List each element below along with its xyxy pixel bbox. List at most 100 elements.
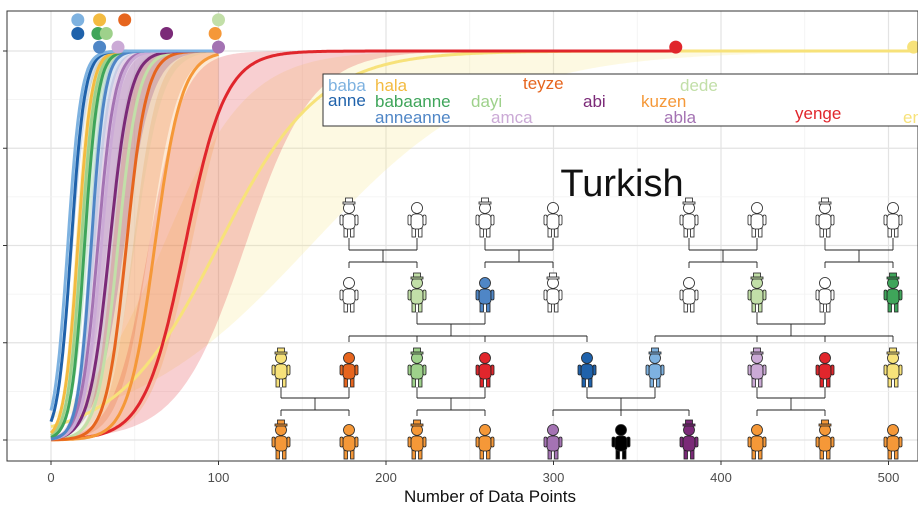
person-head bbox=[887, 202, 899, 214]
person-hat-top bbox=[821, 419, 829, 425]
person-arm bbox=[830, 436, 835, 448]
person-arm bbox=[543, 289, 548, 301]
person-arm bbox=[543, 214, 548, 226]
person-body bbox=[342, 363, 356, 380]
band-enişte bbox=[51, 51, 914, 419]
person-grandparents-8 bbox=[883, 272, 903, 313]
person-arm bbox=[271, 364, 276, 376]
person-arm bbox=[422, 289, 427, 301]
person-body bbox=[410, 363, 424, 380]
person-arm bbox=[883, 289, 888, 301]
person-body bbox=[818, 213, 832, 230]
person-head bbox=[819, 277, 831, 289]
person-arm bbox=[490, 364, 495, 376]
person-body bbox=[478, 213, 492, 230]
person-grandparents-1 bbox=[339, 277, 359, 313]
person-children-2 bbox=[339, 424, 359, 460]
person-arm bbox=[830, 289, 835, 301]
person-arm bbox=[490, 289, 495, 301]
person-body bbox=[750, 288, 764, 305]
band-kuzen bbox=[51, 51, 219, 440]
person-body bbox=[410, 288, 424, 305]
person-arm bbox=[830, 364, 835, 376]
person-arm bbox=[679, 289, 684, 301]
x-tick-label: 300 bbox=[543, 470, 565, 485]
person-children-7 bbox=[679, 419, 699, 460]
person-arm bbox=[422, 436, 427, 448]
person-body bbox=[478, 435, 492, 452]
person-arm bbox=[475, 436, 480, 448]
person-great-grandparents-7 bbox=[815, 197, 835, 238]
person-hat-top bbox=[651, 347, 659, 353]
person-children-8 bbox=[747, 424, 767, 460]
person-arm bbox=[898, 214, 903, 226]
x-tick-label: 400 bbox=[710, 470, 732, 485]
person-great-grandparents-4 bbox=[543, 202, 563, 238]
x-tick-label: 0 bbox=[47, 470, 54, 485]
person-body bbox=[410, 213, 424, 230]
person-body bbox=[886, 288, 900, 305]
person-body bbox=[886, 213, 900, 230]
person-arm bbox=[577, 364, 582, 376]
person-parents-2 bbox=[339, 352, 359, 388]
person-great-grandparents-5 bbox=[679, 197, 699, 238]
person-parents-7 bbox=[747, 347, 767, 388]
person-arm bbox=[286, 436, 291, 448]
person-arm bbox=[883, 436, 888, 448]
person-body bbox=[546, 213, 560, 230]
person-arm bbox=[339, 436, 344, 448]
person-head bbox=[343, 352, 355, 364]
person-arm bbox=[747, 289, 752, 301]
person-arm bbox=[407, 364, 412, 376]
person-head bbox=[683, 277, 695, 289]
person-arm bbox=[558, 289, 563, 301]
person-great-grandparents-6 bbox=[747, 202, 767, 238]
person-arm bbox=[694, 289, 699, 301]
person-arm bbox=[830, 214, 835, 226]
person-arm bbox=[407, 289, 412, 301]
legend-label-baba: baba bbox=[328, 76, 366, 95]
person-grandparents-5 bbox=[679, 277, 699, 313]
person-body bbox=[580, 363, 594, 380]
person-arm bbox=[354, 289, 359, 301]
legend-label-yenge: yenge bbox=[795, 104, 841, 123]
y-axis bbox=[3, 50, 7, 441]
person-hat-top bbox=[821, 197, 829, 203]
person-arm bbox=[815, 364, 820, 376]
person-head bbox=[547, 202, 559, 214]
legend-label-dayi: dayi bbox=[471, 92, 502, 111]
person-hat-top bbox=[481, 197, 489, 203]
person-body bbox=[750, 363, 764, 380]
person-body bbox=[886, 435, 900, 452]
tree-connector bbox=[416, 387, 486, 416]
person-grandparents-7 bbox=[815, 277, 835, 313]
tree-connector bbox=[280, 387, 350, 416]
person-arm bbox=[694, 436, 699, 448]
person-head bbox=[751, 202, 763, 214]
person-arm bbox=[626, 436, 631, 448]
legend-label-dede: dede bbox=[680, 76, 718, 95]
person-parents-6 bbox=[645, 347, 665, 388]
marker-anne bbox=[71, 26, 85, 40]
person-arm bbox=[898, 289, 903, 301]
chart-title: Turkish bbox=[560, 163, 683, 205]
person-arm bbox=[762, 436, 767, 448]
person-arm bbox=[475, 214, 480, 226]
person-body bbox=[478, 363, 492, 380]
person-body bbox=[478, 288, 492, 305]
person-arm bbox=[558, 214, 563, 226]
person-great-grandparents-8 bbox=[883, 202, 903, 238]
legend-label-hala: hala bbox=[375, 76, 408, 95]
person-arm bbox=[679, 436, 684, 448]
person-hat-top bbox=[685, 197, 693, 203]
band-teyze bbox=[51, 51, 219, 440]
person-arm bbox=[611, 436, 616, 448]
legend-label-amca: amca bbox=[491, 108, 533, 127]
person-arm bbox=[747, 214, 752, 226]
person-body bbox=[750, 435, 764, 452]
person-arm bbox=[815, 436, 820, 448]
person-children-6 bbox=[611, 424, 631, 460]
legend-label-abi: abi bbox=[583, 92, 606, 111]
person-grandparents-3 bbox=[475, 277, 495, 313]
marker-teyze bbox=[118, 13, 132, 27]
